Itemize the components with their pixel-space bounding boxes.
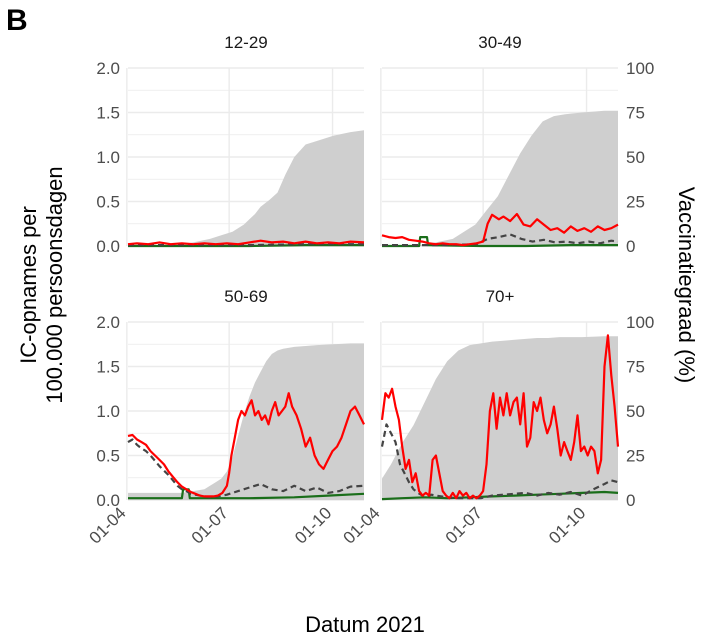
y2-tick-label: 0 [626,237,635,256]
y-tick-label: 2.0 [96,59,120,78]
y-tick-label: 0.0 [96,491,120,510]
y2-tick-label: 25 [626,193,645,212]
y-tick-label: 1.5 [96,358,120,377]
panel-2: 30-49 0 25 50 75 100 [380,33,654,256]
right-axis-label: Vaccinatiegraad (%) [674,186,699,384]
panel-title: 70+ [486,287,515,306]
y-tick-label: 1.5 [96,104,120,123]
y-tick-label: 2.0 [96,313,120,332]
left-axis-label-line1: IC-opnames per [16,206,41,364]
observed-line [127,239,365,246]
y-tick-label: 0.5 [96,193,120,212]
left-axis-label: IC-opnames per 100.000 persoonsdagen [16,115,68,455]
y2-tick-label: 25 [626,447,645,466]
observed-line [127,392,365,498]
y2-tick-label: 100 [626,313,654,332]
x-tick-label: 01-07 [188,503,232,547]
y2-tick-label: 0 [626,491,635,510]
x-axis-label: Datum 2021 [305,612,425,637]
x-tick-label: 01-07 [442,503,486,547]
observed-line [380,334,620,500]
panel-3: 50-69 0.0 0.5 1.0 1.5 2.0 01-04 01-07 01-10 [86,287,365,548]
y2-tick-label: 50 [626,148,645,167]
y2-tick-label: 75 [626,104,645,123]
y2-tick-label: 100 [626,59,654,78]
observed-line [381,212,619,247]
coverage-area [128,343,364,500]
left-axis-label-line2: 100.000 persoonsdagen [42,166,67,404]
y-tick-label: 1.0 [96,402,120,421]
y-tick-label: 0.5 [96,447,120,466]
coverage-area [382,336,618,500]
vaccinated-line [382,236,618,248]
y-tick-label: 1.0 [96,148,120,167]
panel-letter: B [6,4,28,37]
x-tick-label: 01-04 [86,503,130,547]
panel-4: 70+ 0 25 50 75 100 01-04 01-07 01-10 [340,287,655,548]
expected-dashed-line [380,423,619,500]
y-tick-label: 0.0 [96,237,120,256]
x-tick-label: 01-10 [291,503,335,547]
y2-tick-label: 75 [626,358,645,377]
panel-title: 30-49 [478,33,521,52]
coverage-area [382,110,618,246]
x-tick-label: 01-10 [545,503,589,547]
panel-1: 12-29 0.0 0.5 1.0 1.5 2.0 [96,33,365,256]
coverage-area [128,130,364,246]
expected-dashed-line [127,438,365,499]
panel-title: 50-69 [224,287,267,306]
vaccinated-line [128,488,365,500]
y2-tick-label: 50 [626,402,645,421]
panel-title: 12-29 [224,33,267,52]
x-tick-label: 01-04 [340,503,384,547]
